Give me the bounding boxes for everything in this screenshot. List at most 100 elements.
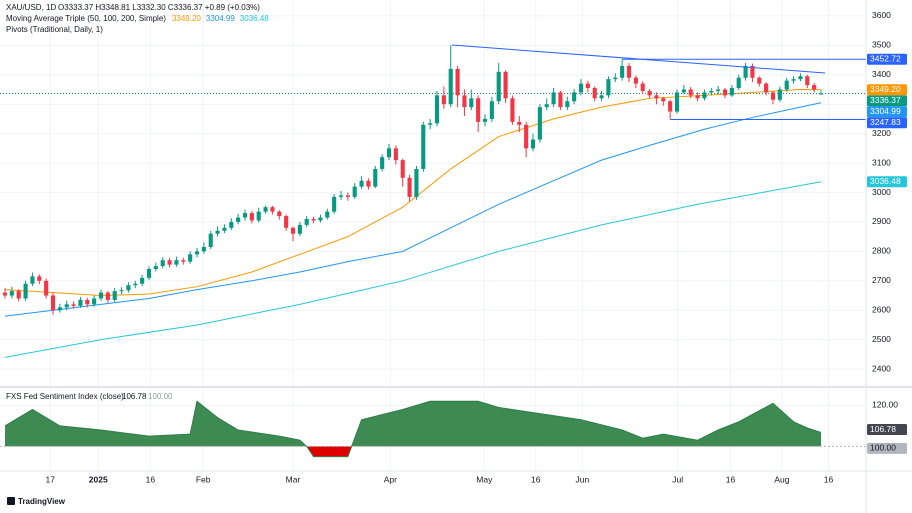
x-tick-label: Jun	[576, 474, 590, 484]
candle-body	[297, 224, 302, 234]
candle-body	[517, 121, 522, 125]
candle-body	[654, 95, 659, 99]
ma-legend-value: 3349.20	[172, 14, 201, 23]
x-tick-label: Feb	[196, 474, 211, 484]
moving-average-line	[4, 88, 822, 297]
candle-body	[366, 180, 371, 187]
candle-body	[524, 124, 529, 149]
price-label-box	[867, 424, 907, 436]
ohlc: O3333.37 H3348.81 L3332.30 C3336.37 +0.8…	[58, 3, 260, 12]
candle-body	[496, 71, 501, 102]
candle-body	[743, 65, 748, 78]
candle-body	[332, 196, 337, 212]
candle-body	[2, 292, 8, 296]
price-label: 3247.83	[870, 117, 901, 127]
candle-body	[318, 217, 323, 221]
candle-body	[729, 88, 734, 96]
candle-body	[194, 251, 200, 255]
price-label: 3452.72	[870, 53, 901, 63]
candle-body	[188, 254, 193, 262]
candle-body	[750, 65, 755, 78]
candle-body	[565, 101, 570, 108]
candle-body	[270, 207, 275, 212]
candle-body	[57, 307, 62, 311]
candle-body	[311, 218, 316, 221]
candle-body	[284, 216, 289, 228]
candle-body	[572, 92, 577, 102]
indicator-legend-baseline: 100.00	[148, 392, 173, 401]
candle-body	[489, 101, 494, 119]
candle-body	[647, 90, 652, 96]
candle-body	[510, 98, 515, 122]
candle-body	[661, 98, 666, 102]
price-label-box	[867, 117, 907, 129]
candle-body	[805, 76, 810, 86]
candle-body	[98, 292, 104, 299]
candle-body	[599, 95, 604, 99]
candle-body	[126, 285, 131, 291]
y-tick-label: 2500	[872, 334, 891, 344]
symbol: XAU/USD, 1D	[6, 3, 56, 12]
candle-body	[229, 221, 234, 228]
y-tick-label: 2900	[872, 216, 891, 226]
candle-body	[606, 79, 611, 96]
candle-body	[373, 168, 378, 187]
x-tick-label: Apr	[384, 474, 397, 484]
price-label: 3349.20	[870, 84, 901, 94]
candle-body	[92, 298, 97, 305]
candle-body	[112, 291, 117, 300]
moving-average-line	[4, 102, 822, 317]
candle-body	[428, 123, 433, 125]
candle-body	[668, 101, 673, 112]
x-tick-label: 16	[824, 474, 834, 484]
candle-body	[256, 211, 261, 221]
candle-body	[201, 246, 206, 252]
candle-body	[30, 276, 35, 284]
candle-body	[757, 77, 762, 84]
candle-body	[242, 213, 248, 218]
candle-body	[208, 233, 213, 247]
candle-body	[9, 291, 14, 296]
x-tick-label: Jul	[672, 474, 683, 484]
candle-body	[146, 269, 152, 278]
candle-body	[620, 65, 625, 78]
candle-body	[407, 177, 412, 197]
x-tick-label: 17	[46, 474, 56, 484]
candle-body	[544, 104, 549, 108]
candle-body	[537, 107, 542, 140]
candle-body	[304, 218, 309, 225]
ma-legend-value: 3304.99	[206, 14, 235, 23]
candle-body	[434, 95, 440, 124]
candle-body	[558, 92, 563, 108]
candle-body	[592, 88, 597, 99]
candle-body	[37, 276, 42, 281]
candle-body	[85, 299, 90, 305]
price-label-box	[867, 176, 907, 188]
candle-body	[64, 304, 69, 308]
candle-body	[818, 93, 824, 95]
y-tick-label: 2400	[872, 363, 891, 373]
y-tick-label: 3500	[872, 40, 891, 50]
candle-body	[215, 230, 220, 234]
price-label-box	[867, 106, 907, 118]
candle-body	[249, 213, 254, 221]
candle-body	[462, 95, 467, 108]
candle-body	[105, 292, 110, 300]
candle-body	[455, 68, 460, 96]
y-tick-label: 120.00	[872, 400, 898, 410]
candle-body	[551, 92, 556, 105]
candle-body	[448, 68, 453, 105]
candle-body	[702, 92, 707, 99]
price-label-box	[867, 84, 907, 96]
candle-body	[681, 89, 686, 93]
price-label-box	[867, 95, 907, 107]
y-tick-label: 2600	[872, 304, 891, 314]
candle-body	[352, 186, 357, 197]
candle-body	[503, 71, 508, 99]
candle-body	[181, 260, 186, 262]
price-label: 3036.48	[870, 176, 901, 186]
candle-body	[71, 304, 76, 306]
candle-body	[585, 83, 590, 89]
y-tick-label: 3100	[872, 157, 891, 167]
